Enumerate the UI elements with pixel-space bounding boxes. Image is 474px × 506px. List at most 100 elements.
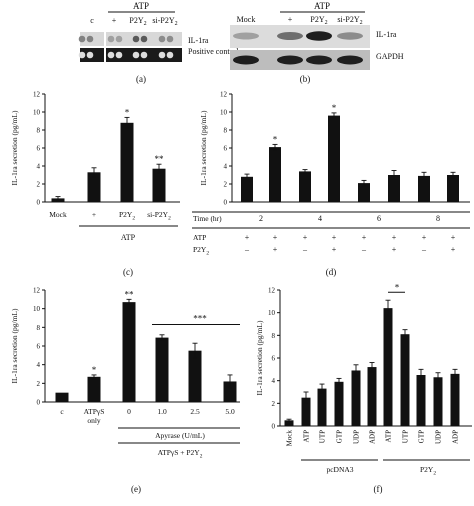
chart-e-ylabel: IL-1ra secretion (pg/mL) bbox=[10, 308, 19, 383]
chart-e-bar bbox=[188, 350, 202, 402]
chart-d-p2y2-sign: + bbox=[392, 245, 397, 254]
chart-d-time-group: 2 bbox=[259, 214, 263, 223]
chart-f-y-tick-label: 4 bbox=[272, 377, 276, 385]
blot-a-spot bbox=[107, 35, 115, 43]
chart-e-y-tick-label: 4 bbox=[37, 361, 41, 369]
blot-a-spot bbox=[107, 51, 115, 59]
chart-d-y-tick-label: 12 bbox=[220, 91, 228, 99]
blot-b-band bbox=[277, 55, 303, 65]
chart-e-group-label: ATPγS + P2Y2​ bbox=[158, 448, 203, 459]
blot-b-band bbox=[233, 55, 259, 65]
chart-c-y-tick-label: 8 bbox=[37, 127, 41, 135]
panel-b-caption: (b) bbox=[300, 74, 311, 84]
chart-e-y-tick-label: 6 bbox=[37, 343, 41, 351]
chart-d-y-tick-label: 4 bbox=[224, 163, 228, 171]
chart-e-bar bbox=[55, 392, 69, 402]
chart-c-y-tick-label: 12 bbox=[33, 91, 41, 99]
chart-d-atp-sign: + bbox=[392, 233, 397, 242]
chart-c-x-label: P2Y2​ bbox=[119, 210, 135, 221]
chart-f-y-tick-label: 8 bbox=[272, 332, 276, 340]
blot-a-spot bbox=[158, 35, 166, 43]
blot-a-spot bbox=[86, 35, 94, 43]
chart-e-apyrase-label: Apyrase (U/mL) bbox=[155, 431, 205, 440]
chart-d-p2y2-sign: – bbox=[244, 245, 250, 254]
panel-a-blot: ATP c + P2Y2 si-P2Y2 IL-1ra Positive con… bbox=[78, 1, 239, 84]
chart-c-ylabel: IL-1ra secretion (pg/mL) bbox=[10, 110, 19, 185]
chart-e-x-label: 0 bbox=[127, 407, 131, 416]
panel-b-row-gapdh: GAPDH bbox=[376, 52, 404, 61]
chart-e-x-label: 5.0 bbox=[225, 407, 235, 416]
chart-d-atp-sign: + bbox=[303, 233, 308, 242]
chart-e-bar bbox=[87, 376, 101, 402]
panel-a-row-positive-control: Positive control bbox=[188, 47, 239, 56]
panel-a-col-c: c bbox=[90, 16, 94, 25]
chart-d-atp-label: ATP bbox=[193, 233, 206, 242]
chart-c-caption: (c) bbox=[123, 267, 133, 277]
chart-e-bar bbox=[155, 337, 169, 402]
panel-a-col-p2y2: P2Y2 bbox=[129, 16, 146, 27]
chart-c-x-label: Mock bbox=[49, 210, 67, 219]
chart-e-y-tick-label: 2 bbox=[37, 380, 41, 388]
chart-e-bar bbox=[223, 381, 237, 402]
chart-d-atp-sign: + bbox=[422, 233, 427, 242]
blot-b-band bbox=[337, 32, 363, 40]
chart-d-bar bbox=[358, 183, 370, 202]
blot-b-band bbox=[277, 32, 303, 40]
chart-c-bar bbox=[87, 172, 101, 202]
chart-e-y-tick-label: 12 bbox=[33, 287, 41, 295]
blot-a-spot bbox=[166, 35, 174, 43]
panel-a-col-plus: + bbox=[112, 16, 117, 25]
chart-d-p2y2-sign: – bbox=[302, 245, 308, 254]
chart-c-bar bbox=[120, 122, 134, 202]
chart-f-x-label: ADP bbox=[369, 430, 377, 444]
chart-f-x-label: GTP bbox=[336, 430, 344, 443]
chart-d-sig-label: * bbox=[332, 103, 337, 113]
panel-b-header: ATP bbox=[314, 1, 330, 11]
chart-d-time-group: 8 bbox=[436, 214, 440, 223]
panel-a-header: ATP bbox=[133, 1, 149, 11]
chart-e-bracket-sig: *** bbox=[193, 314, 207, 324]
chart-c-y-tick-label: 6 bbox=[37, 145, 41, 153]
chart-f-x-label: UTP bbox=[319, 430, 327, 443]
panel-b-col-mock: Mock bbox=[237, 15, 256, 24]
chart-d-y-tick-label: 8 bbox=[224, 127, 228, 135]
chart-d-y-tick-label: 10 bbox=[220, 109, 228, 117]
chart-e-x-label: ATPγS bbox=[84, 407, 105, 416]
panel-b-col-p2y2: P2Y2 bbox=[310, 15, 327, 26]
chart-f-caption: (f) bbox=[374, 484, 383, 494]
chart-d-caption: (d) bbox=[326, 267, 337, 277]
chart-c-y-tick-label: 4 bbox=[37, 163, 41, 171]
chart-f-bar bbox=[351, 370, 361, 426]
blot-a-spot bbox=[158, 51, 166, 59]
chart-f-x-label: GTP bbox=[418, 430, 426, 443]
chart-e-sig-label: ** bbox=[125, 289, 135, 299]
chart-f-bracket-sig: * bbox=[395, 282, 400, 292]
chart-d-bar bbox=[418, 175, 430, 202]
chart-f-bar bbox=[334, 381, 344, 426]
chart-c-sig-label: ** bbox=[155, 154, 165, 164]
chart-d-bar bbox=[447, 175, 459, 202]
chart-d-bar bbox=[328, 115, 340, 202]
chart-f-x-label: Mock bbox=[286, 430, 294, 447]
blot-a-spot bbox=[78, 35, 86, 43]
chart-c-y-tick-label: 0 bbox=[37, 199, 41, 207]
chart-d-atp-sign: + bbox=[332, 233, 337, 242]
chart-d-p2y2-sign: + bbox=[332, 245, 337, 254]
chart-f-y-tick-label: 12 bbox=[268, 287, 276, 295]
chart-d: 0 2 4 6 8 10 12 IL-1ra secretion (pg/mL) * * Time … bbox=[192, 91, 470, 277]
chart-d-time-group: 4 bbox=[318, 214, 322, 223]
blot-b-band bbox=[306, 31, 332, 41]
chart-d-p2y2-sign: + bbox=[451, 245, 456, 254]
chart-e-bar bbox=[122, 302, 136, 402]
chart-d-time-label: Time (hr) bbox=[193, 214, 222, 223]
chart-c-x-label: si-P2Y2​ bbox=[147, 210, 171, 221]
chart-c-x-label: + bbox=[92, 210, 96, 219]
chart-d-atp-sign: + bbox=[362, 233, 367, 242]
panel-b-col-si-p2y2: si-P2Y2 bbox=[337, 15, 362, 26]
chart-f-bar bbox=[367, 367, 377, 426]
blot-a-spot bbox=[166, 51, 174, 59]
chart-f-group2-label: P2Y2​ bbox=[420, 465, 436, 476]
chart-d-p2y2-sign: – bbox=[361, 245, 367, 254]
chart-d-y-tick-label: 6 bbox=[224, 145, 228, 153]
